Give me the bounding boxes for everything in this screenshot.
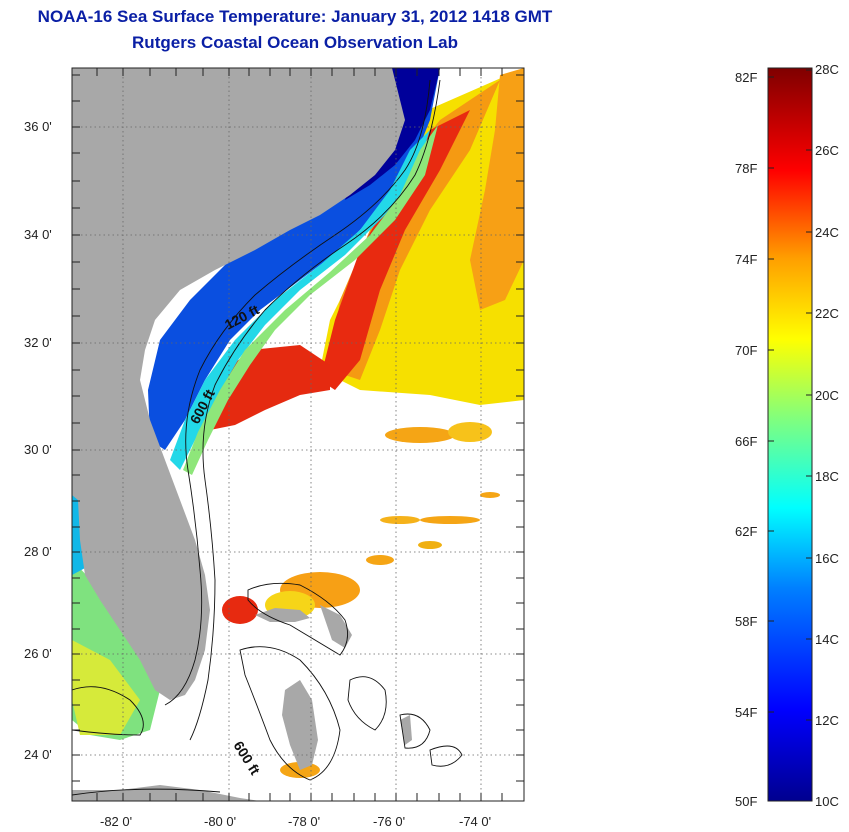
lat-label: 28 0' — [24, 544, 52, 559]
colorbar-f-ticks — [768, 76, 774, 802]
lon-label: -76 0' — [373, 814, 405, 829]
contour-bahamas-4 — [399, 713, 431, 749]
lon-label: -78 0' — [288, 814, 320, 829]
contour-florida-bay — [72, 686, 144, 736]
colorbar-f-label: 82F — [735, 70, 757, 85]
contour-bahamas-3 — [347, 676, 387, 731]
colorbar-f-label: 70F — [735, 343, 757, 358]
lat-labels: 36 0' 34 0' 32 0' 30 0' 28 0' 26 0' 24 0… — [24, 119, 52, 762]
land-great-abaco — [320, 605, 352, 648]
contour-120ft — [164, 79, 431, 706]
map-ticks — [72, 68, 524, 801]
colorbar-c-label: 14C — [815, 632, 839, 647]
colorbar-c-label: 18C — [815, 469, 839, 484]
colorbar-f-label: 66F — [735, 434, 757, 449]
lat-label: 32 0' — [24, 335, 52, 350]
colorbar-c-label: 10C — [815, 794, 839, 809]
colorbar-c-label: 12C — [815, 713, 839, 728]
colorbar-f-label: 54F — [735, 705, 757, 720]
graticule — [72, 68, 524, 801]
lon-label: -82 0' — [100, 814, 132, 829]
lat-label: 34 0' — [24, 227, 52, 242]
lat-label: 24 0' — [24, 747, 52, 762]
colorbar-f-label: 78F — [735, 161, 757, 176]
contour-600ft — [189, 79, 441, 741]
colorbar-c-ticks — [806, 69, 812, 802]
land-andros — [282, 680, 318, 770]
colorbar-c-label: 26C — [815, 143, 839, 158]
land-islands-east — [400, 715, 412, 745]
contour-bahamas-2 — [239, 646, 341, 781]
contour-cuba — [72, 788, 221, 796]
colorbar-c-label: 24C — [815, 225, 839, 240]
lat-label: 30 0' — [24, 442, 52, 457]
colorbar: 82F 78F 74F 70F 66F 62F 58F 54F 50F 28C … — [735, 62, 839, 809]
bathymetry-contours — [72, 79, 463, 796]
land-mainland — [72, 68, 405, 700]
contour-bahamas-1 — [247, 582, 349, 656]
land-grand-bahama — [255, 608, 310, 622]
map-frame — [71, 67, 525, 802]
land-cuba — [72, 785, 260, 801]
lat-label: 26 0' — [24, 646, 52, 661]
colorbar-f-label: 50F — [735, 794, 757, 809]
sst-cyan-strip — [170, 130, 430, 470]
colorbar-f-label: 62F — [735, 524, 757, 539]
lon-label: -74 0' — [459, 814, 491, 829]
colorbar-c-label: 20C — [815, 388, 839, 403]
map-subtitle: Rutgers Coastal Ocean Observation Lab — [132, 33, 458, 52]
lon-labels: -82 0' -80 0' -78 0' -76 0' -74 0' — [100, 814, 491, 829]
colorbar-f-label: 58F — [735, 614, 757, 629]
map-title: NOAA-16 Sea Surface Temperature: January… — [37, 7, 553, 26]
contour-bahamas-5 — [429, 745, 463, 767]
sst-gulf-yellow — [72, 640, 140, 735]
land — [72, 68, 412, 801]
colorbar-c-label: 22C — [815, 306, 839, 321]
colorbar-gradient — [767, 67, 813, 802]
lon-label: -80 0' — [204, 814, 236, 829]
sst-orange-east — [470, 68, 524, 310]
colorbar-c-label: 28C — [815, 62, 839, 77]
colorbar-f-label: 74F — [735, 252, 757, 267]
map-panel: 120 ft 600 ft 600 ft — [72, 68, 524, 801]
sst-red-core — [320, 110, 470, 390]
lat-label: 36 0' — [24, 119, 52, 134]
colorbar-c-label: 16C — [815, 551, 839, 566]
